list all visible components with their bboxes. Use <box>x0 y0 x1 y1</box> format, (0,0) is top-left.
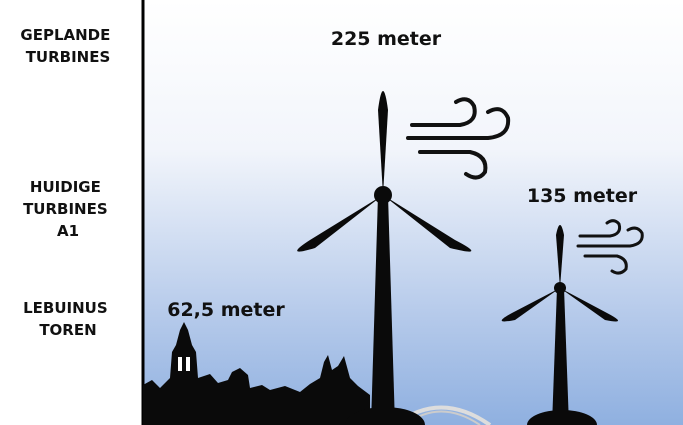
label-line: TURBINES <box>23 200 108 218</box>
label-line: A1 <box>57 222 79 240</box>
tower-window <box>186 357 190 371</box>
label-line: TOREN <box>39 321 96 339</box>
side-label: LEBUINUS TOREN <box>23 299 113 339</box>
height-label: 225 meter <box>331 28 442 50</box>
side-label: HUIDIGE TURBINES A1 <box>23 178 113 240</box>
infographic: GEPLANDE TURBINES HUIDIGE TURBINES A1 LE… <box>0 0 683 425</box>
height-label: 62,5 meter <box>167 299 285 321</box>
height-label: 135 meter <box>527 185 638 207</box>
label-line: TURBINES <box>26 48 111 66</box>
tower-window <box>178 357 182 371</box>
side-label: GEPLANDE TURBINES <box>20 26 115 66</box>
label-line: LEBUINUS <box>23 299 108 317</box>
label-line: HUIDIGE <box>30 178 101 196</box>
label-line: GEPLANDE <box>20 26 110 44</box>
sky <box>143 0 683 425</box>
